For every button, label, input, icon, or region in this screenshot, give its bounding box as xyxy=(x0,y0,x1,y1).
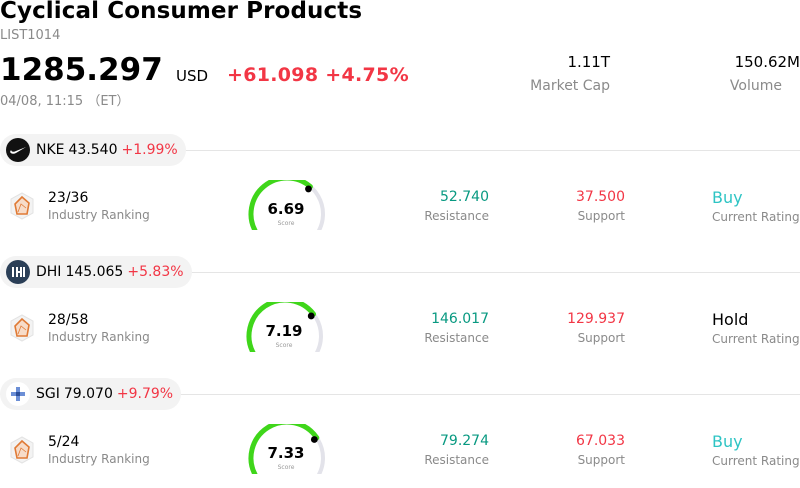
support-label: Support xyxy=(577,453,625,467)
resistance-label: Resistance xyxy=(424,331,489,345)
current-rating-label: Current Rating xyxy=(712,210,800,224)
index-price: 1285.297 xyxy=(0,52,163,88)
resistance-value: 146.017 xyxy=(431,311,489,327)
gauge-fill xyxy=(248,180,313,230)
resistance-label: Resistance xyxy=(424,453,489,467)
resistance-label: Resistance xyxy=(424,209,489,223)
industry-rank-label: Industry Ranking xyxy=(48,330,150,344)
nike-swoosh-icon xyxy=(6,138,30,162)
stock-symbol: SGI xyxy=(36,386,60,402)
timestamp: 04/08, 11:15 （ET） xyxy=(0,94,130,109)
industry-rank-label: Industry Ranking xyxy=(48,208,150,222)
score-gauge xyxy=(248,424,325,474)
score-label: Score xyxy=(277,464,295,471)
stock-symbol: DHI xyxy=(36,264,62,280)
ranking-hexagon-icon xyxy=(10,192,34,220)
score-value: 7.33 xyxy=(267,444,305,462)
sgi-cross-logo-icon xyxy=(6,382,30,406)
market-cap-label: Market Cap xyxy=(530,78,610,94)
current-rating-value: Buy xyxy=(712,432,743,451)
stock-chip[interactable]: DHI 145.065 +5.83% xyxy=(0,256,192,288)
stock-change: +5.83% xyxy=(127,264,184,280)
score-label: Score xyxy=(275,342,293,349)
gauge-indicator xyxy=(307,312,315,320)
gauge-fill xyxy=(248,424,320,474)
support-value: 67.033 xyxy=(576,433,625,449)
price-change: +61.098 +4.75% xyxy=(227,64,409,86)
market-cap-value: 1.11T xyxy=(567,53,610,71)
gauge-indicator xyxy=(305,185,312,193)
page-title: Cyclical Consumer Products xyxy=(0,0,363,24)
change-percent: +4.75% xyxy=(325,64,409,86)
section-divider xyxy=(0,394,800,395)
resistance-value: 79.274 xyxy=(440,433,489,449)
resistance-value: 52.740 xyxy=(440,189,489,205)
currency-label: USD xyxy=(176,67,209,85)
support-value: 129.937 xyxy=(567,311,625,327)
stock-price: 145.065 xyxy=(65,264,124,280)
stock-change: +9.79% xyxy=(116,386,174,402)
stock-symbol: NKE xyxy=(36,142,65,158)
current-rating-label: Current Rating xyxy=(712,332,800,346)
industry-rank-value: 5/24 xyxy=(48,434,80,450)
support-label: Support xyxy=(577,209,625,223)
stock-price: 43.540 xyxy=(68,142,118,158)
section-divider xyxy=(0,150,800,151)
ranking-hexagon-icon xyxy=(10,314,34,342)
score-gauge xyxy=(248,180,325,230)
industry-rank-value: 28/58 xyxy=(48,312,89,328)
stock-chip[interactable]: SGI 79.070 +9.79% xyxy=(0,378,182,410)
gauge-fill xyxy=(246,302,317,352)
section-divider xyxy=(0,272,800,273)
current-rating-label: Current Rating xyxy=(712,454,800,468)
volume-label: Volume xyxy=(729,78,782,94)
support-value: 37.500 xyxy=(576,189,625,205)
stock-change: +1.99% xyxy=(121,142,178,158)
gauge-indicator xyxy=(310,436,318,443)
stock-price: 79.070 xyxy=(63,386,113,402)
current-rating-value: Hold xyxy=(712,310,749,329)
score-value: 7.19 xyxy=(265,322,303,340)
change-value: +61.098 xyxy=(227,64,319,86)
score-value: 6.69 xyxy=(267,200,305,218)
score-gauge xyxy=(246,302,323,352)
index-code: LIST1014 xyxy=(0,28,61,43)
score-label: Score xyxy=(277,220,295,227)
industry-rank-value: 23/36 xyxy=(48,190,89,206)
ranking-hexagon-icon xyxy=(10,436,34,464)
dhi-logo-icon xyxy=(6,260,30,284)
current-rating-value: Buy xyxy=(712,188,743,207)
support-label: Support xyxy=(577,331,625,345)
stock-chip[interactable]: NKE 43.540 +1.99% xyxy=(0,134,186,166)
volume-value: 150.62M xyxy=(734,53,800,71)
industry-rank-label: Industry Ranking xyxy=(48,452,150,466)
